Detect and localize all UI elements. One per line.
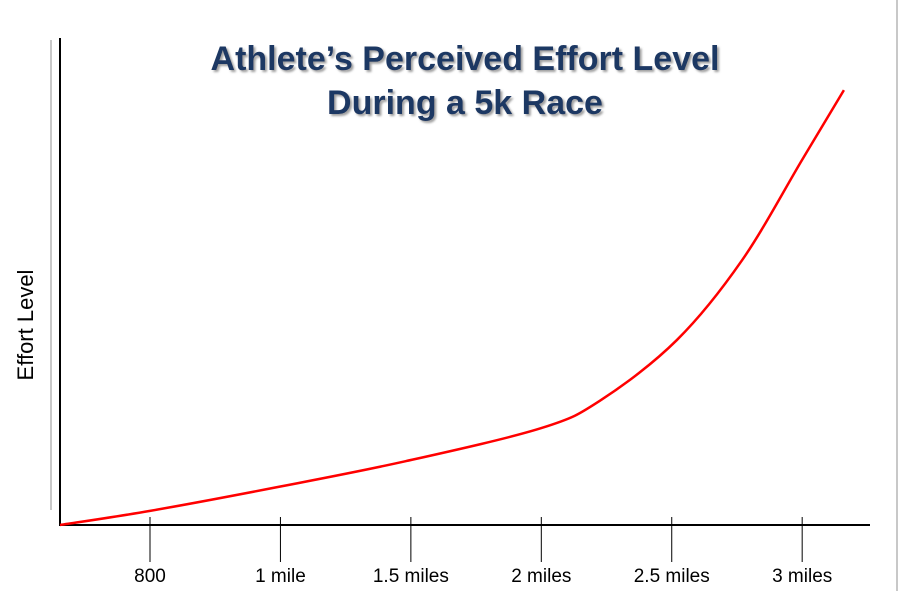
x-tick-label: 800 — [134, 566, 166, 587]
chart-title: Athlete’s Perceived Effort Level — [211, 40, 720, 78]
x-tick-label: 2 miles — [511, 566, 571, 587]
x-tick-label: 3 miles — [772, 566, 832, 587]
x-tick-label: 2.5 miles — [634, 566, 710, 587]
y-axis-label: Effort Level — [13, 270, 38, 381]
effort-line — [59, 89, 845, 527]
chart-subtitle: During a 5k Race — [327, 84, 603, 122]
x-tick-label: 1.5 miles — [373, 566, 449, 587]
x-tick-label: 1 mile — [255, 566, 306, 587]
